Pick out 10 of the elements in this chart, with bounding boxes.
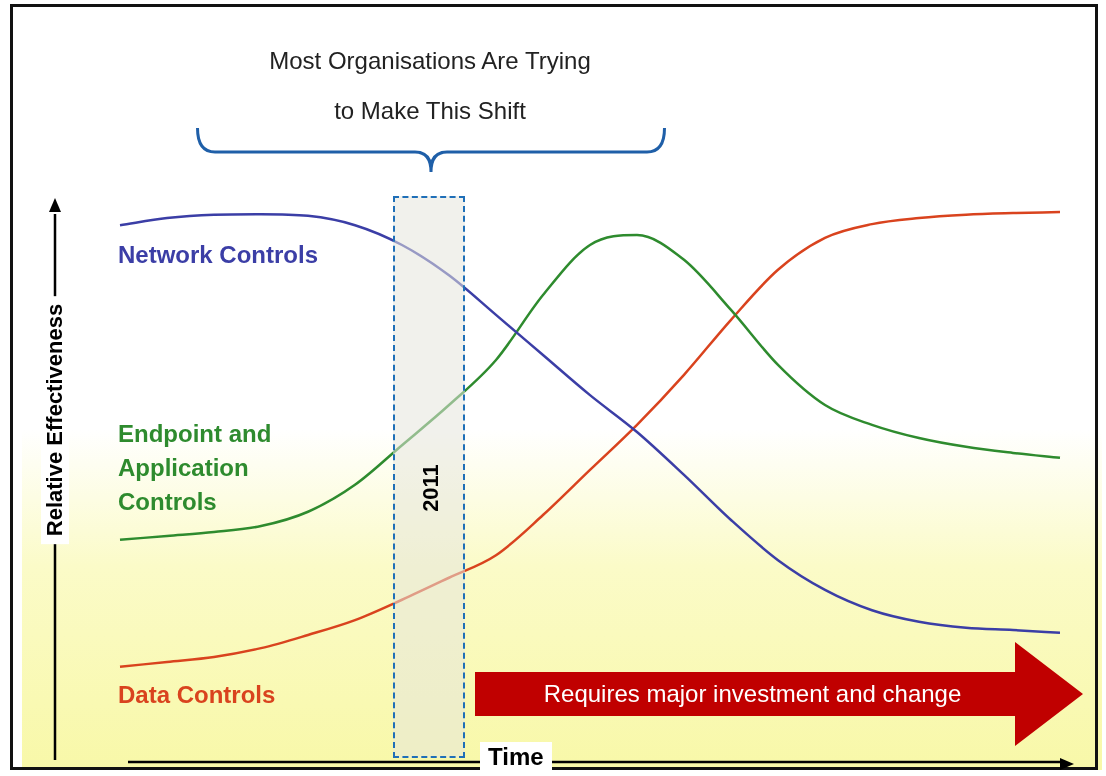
series-label: Endpoint and Application Controls [118, 419, 273, 517]
dashed-box: 2011 [393, 196, 465, 758]
series-label: Network Controls [118, 240, 319, 270]
annotation: 2011 [418, 464, 444, 512]
series-label: Data Controls [118, 680, 277, 710]
arrow: Requires major investment and change [475, 642, 1085, 746]
x-axis-title: Time [480, 742, 552, 772]
text: Most Organisations Are Trying to Make This Shift [268, 46, 592, 126]
y-axis-title: Relative Effectiveness [41, 295, 69, 545]
annotation: Requires major investment and change [542, 679, 963, 709]
